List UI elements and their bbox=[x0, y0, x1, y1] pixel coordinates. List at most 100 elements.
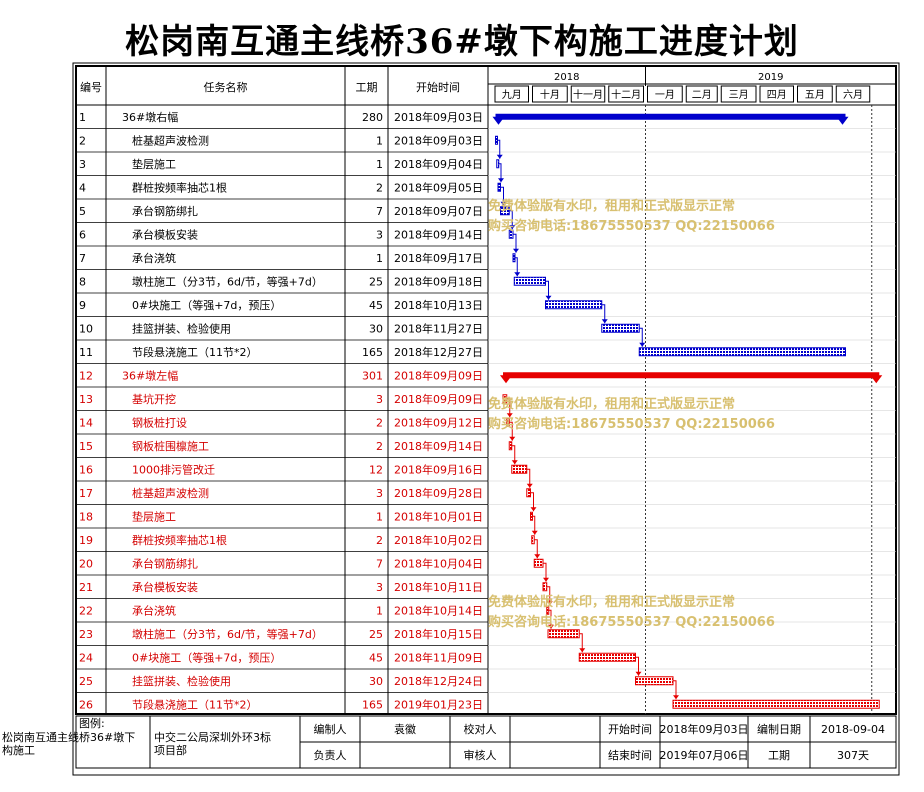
task-duration: 45 bbox=[369, 651, 383, 664]
total-duration-value: 307天 bbox=[837, 749, 869, 762]
dependency-arrow bbox=[513, 248, 519, 253]
year-label: 2018 bbox=[554, 72, 579, 83]
task-id: 3 bbox=[79, 158, 86, 171]
task-name: 承台模板安装 bbox=[132, 227, 198, 241]
task-start: 2018年10月01日 bbox=[394, 509, 483, 523]
task-duration: 1 bbox=[376, 604, 383, 617]
dependency-arrow bbox=[526, 483, 533, 488]
task-name: 桩基超声波检测 bbox=[132, 486, 209, 500]
task-start: 2018年09月09日 bbox=[394, 368, 483, 382]
task-name: 0#块施工（等强+7d，预压） bbox=[132, 298, 281, 312]
task-duration: 280 bbox=[362, 111, 383, 124]
task-bar bbox=[547, 629, 580, 639]
task-duration: 3 bbox=[376, 393, 383, 406]
task-start: 2018年11月09日 bbox=[394, 650, 483, 664]
watermark-text: 购买咨询电话:18675550537 QQ:22150066 bbox=[488, 416, 775, 432]
page-title: 松岗南互通主线桥36#墩下构施工进度计划 bbox=[125, 22, 799, 62]
table-frame bbox=[75, 65, 897, 715]
task-start: 2018年10月11日 bbox=[394, 580, 483, 594]
dependency-arrow bbox=[534, 554, 541, 559]
task-bar bbox=[672, 699, 880, 709]
dependency-link bbox=[506, 398, 511, 418]
dependency-arrow bbox=[545, 295, 552, 300]
footer-end-label: 结束时间 bbox=[608, 749, 652, 762]
reviewer-label: 审核人 bbox=[464, 748, 497, 762]
dependency-arrow bbox=[601, 319, 608, 324]
task-id: 8 bbox=[79, 275, 86, 288]
dependency-link bbox=[511, 445, 516, 465]
dependency-arrow bbox=[514, 272, 521, 277]
task-bar bbox=[531, 535, 535, 545]
header-duration: 工期 bbox=[356, 81, 378, 94]
summary-end-marker bbox=[836, 116, 849, 125]
dependency-link bbox=[496, 139, 501, 159]
month-label: 四月 bbox=[767, 89, 787, 101]
task-duration: 7 bbox=[376, 205, 383, 218]
task-bar bbox=[638, 347, 846, 357]
dependency-link bbox=[513, 233, 517, 253]
task-duration: 301 bbox=[362, 369, 383, 382]
task-duration: 2 bbox=[376, 181, 383, 194]
dependency-link bbox=[548, 609, 552, 629]
month-cell bbox=[835, 85, 871, 103]
date-value: 2018-09-04 bbox=[821, 723, 885, 736]
dependency-link bbox=[531, 515, 536, 535]
dependency-link bbox=[509, 421, 513, 441]
task-name: 基坑开挖 bbox=[132, 392, 176, 406]
dependency-link bbox=[526, 468, 531, 488]
dependency-arrow bbox=[546, 601, 553, 606]
project-name: 构施工 bbox=[2, 743, 35, 757]
dependency-link bbox=[534, 539, 538, 559]
dependency-link bbox=[635, 656, 639, 676]
task-id: 16 bbox=[79, 463, 93, 476]
legend-label: 图例: bbox=[79, 716, 105, 730]
task-bar bbox=[542, 582, 548, 592]
dependency-link bbox=[545, 280, 549, 300]
task-duration: 1 bbox=[376, 158, 383, 171]
task-duration: 2 bbox=[376, 534, 383, 547]
task-id: 2 bbox=[79, 134, 86, 147]
dependency-arrow bbox=[531, 530, 538, 535]
task-name: 挂篮拼装、检验使用 bbox=[132, 321, 231, 335]
task-id: 9 bbox=[79, 299, 86, 312]
task-duration: 1 bbox=[376, 252, 383, 265]
task-id: 18 bbox=[79, 510, 93, 523]
task-duration: 30 bbox=[369, 322, 383, 335]
header-id: 编号 bbox=[80, 80, 102, 94]
task-start: 2019年01月23日 bbox=[394, 697, 483, 711]
task-id: 14 bbox=[79, 416, 93, 429]
task-start: 2018年10月15日 bbox=[394, 627, 483, 641]
compiler-value: 袁徽 bbox=[394, 722, 416, 736]
task-start: 2018年09月05日 bbox=[394, 180, 483, 194]
header-name: 任务名称 bbox=[204, 80, 248, 94]
task-bar bbox=[635, 676, 674, 686]
month-cell bbox=[685, 85, 718, 103]
task-id: 5 bbox=[79, 205, 86, 218]
task-name: 垫层施工 bbox=[132, 157, 176, 171]
year-label: 2019 bbox=[758, 72, 783, 83]
task-id: 4 bbox=[79, 181, 86, 194]
dependency-link bbox=[500, 186, 504, 206]
total-duration-label: 工期 bbox=[768, 749, 790, 762]
task-bar bbox=[511, 464, 528, 474]
dependency-link bbox=[639, 327, 643, 347]
task-name: 承台浇筑 bbox=[132, 251, 176, 265]
month-label: 九月 bbox=[502, 89, 522, 101]
task-start: 2018年10月04日 bbox=[394, 556, 483, 570]
task-duration: 7 bbox=[376, 557, 383, 570]
task-name: 墩柱施工（分3节，6d/节，等强+7d） bbox=[132, 627, 323, 641]
month-label: 一月 bbox=[655, 89, 675, 101]
task-duration: 45 bbox=[369, 299, 383, 312]
dependency-arrow bbox=[496, 154, 503, 159]
month-label: 十一月 bbox=[573, 88, 603, 101]
task-start: 2018年09月16日 bbox=[394, 462, 483, 476]
dependency-link bbox=[579, 633, 583, 653]
header-start: 开始时间 bbox=[416, 80, 460, 94]
summary-start-marker bbox=[500, 375, 512, 384]
dependency-link bbox=[509, 210, 513, 230]
task-start: 2018年09月14日 bbox=[394, 227, 483, 241]
task-name: 钢板桩围檩施工 bbox=[132, 439, 209, 453]
task-id: 20 bbox=[79, 557, 93, 570]
dependency-link bbox=[530, 492, 534, 512]
summary-bar bbox=[503, 372, 880, 379]
